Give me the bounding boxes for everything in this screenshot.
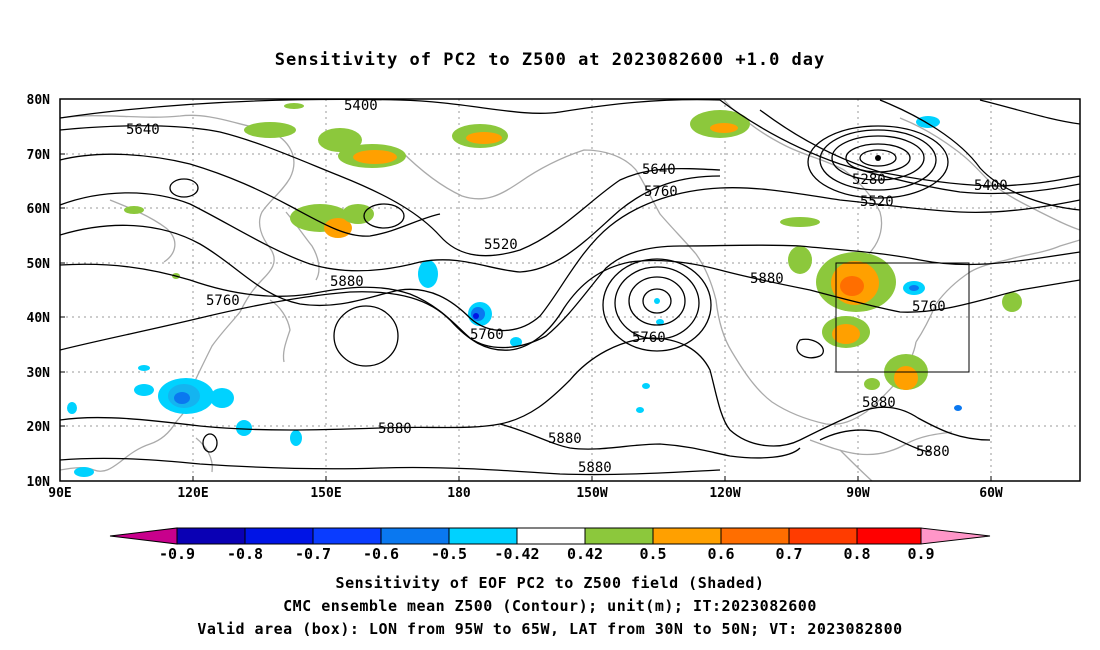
colorbar-label: -0.42 [494, 545, 539, 563]
lon-label: 120W [709, 486, 740, 501]
colorbar-segment [652, 527, 722, 545]
gridlines [60, 99, 1080, 481]
lon-label: 180 [447, 486, 471, 501]
contour-label: 5640 [126, 122, 160, 138]
caption-valid-area: Valid area (box): LON from 95W to 65W, L… [197, 620, 903, 638]
contour-label: 5400 [344, 98, 378, 114]
contour-label: 5760 [470, 327, 504, 343]
contour-label: 5880 [548, 431, 582, 447]
colorbar-label: 0.5 [639, 545, 666, 563]
contour-label: 5400 [974, 178, 1008, 194]
contour-label: 5880 [750, 271, 784, 287]
contour-label: 5880 [378, 421, 412, 437]
shaded-negative [67, 116, 962, 477]
contour-label: 5640 [642, 162, 676, 178]
lat-label: 80N [27, 93, 51, 108]
colorbar-segment [176, 527, 246, 545]
contour-label: 5760 [632, 330, 666, 346]
colorbar-segment [788, 527, 858, 545]
colorbar-segment [856, 527, 922, 545]
closed-contours [169, 125, 949, 453]
colorbar-right-triangle [920, 527, 991, 545]
contour-label: 5880 [916, 444, 950, 460]
colorbar-label: -0.9 [159, 545, 195, 563]
colorbar-left-triangle [109, 527, 178, 545]
contour-label: 5280 [852, 172, 886, 188]
colorbar-label: -0.7 [295, 545, 331, 563]
colorbar-segment [312, 527, 382, 545]
colorbar-label: 0.8 [843, 545, 870, 563]
high-center-marker [654, 298, 660, 304]
colorbar-label: 0.7 [775, 545, 802, 563]
lat-label: 30N [27, 366, 51, 381]
colorbar-segment [448, 527, 518, 545]
colorbar-segment [720, 527, 790, 545]
colorbar-segment [584, 527, 654, 545]
contour-label: 5520 [484, 237, 518, 253]
colorbar-segment [244, 527, 314, 545]
lat-label: 10N [27, 475, 51, 490]
longitude-labels: 90E 120E 150E 180 150W 120W 90W 60W [48, 486, 1003, 501]
lon-label: 60W [979, 486, 1003, 501]
contour-label: 5520 [860, 194, 894, 210]
lon-label: 90E [48, 486, 71, 501]
colorbar-segment [380, 527, 450, 545]
shaded-positive [124, 103, 1022, 390]
lon-label: 150E [310, 486, 341, 501]
colorbar-label: -0.5 [431, 545, 467, 563]
coastlines [60, 99, 1080, 481]
latitude-labels: 80N 70N 60N 50N 40N 30N 20N 10N [27, 93, 51, 490]
caption-contour: CMC ensemble mean Z500 (Contour); unit(m… [283, 597, 817, 615]
lat-label: 40N [27, 311, 51, 326]
colorbar-label: 0.42 [567, 545, 603, 563]
lat-label: 60N [27, 202, 51, 217]
map-frame [59, 98, 1081, 482]
lon-label: 90W [846, 486, 870, 501]
lat-label: 50N [27, 257, 51, 272]
contour-labels: 5400 5640 5280 5400 5520 5640 5760 5520 … [126, 98, 1008, 476]
lat-label: 20N [27, 420, 51, 435]
contour-label: 5760 [644, 184, 678, 200]
contour-label: 5760 [912, 299, 946, 315]
contour-label: 5760 [206, 293, 240, 309]
colorbar [109, 527, 991, 545]
colorbar-label: -0.6 [363, 545, 399, 563]
lon-label: 120E [177, 486, 208, 501]
colorbar-labels: -0.9 -0.8 -0.7 -0.6 -0.5 -0.42 0.42 0.5 … [159, 545, 935, 563]
colorbar-label: 0.9 [907, 545, 934, 563]
contour-label: 5880 [862, 395, 896, 411]
lon-label: 150W [576, 486, 607, 501]
valid-area-box [835, 262, 970, 373]
caption-shaded: Sensitivity of EOF PC2 to Z500 field (Sh… [335, 574, 765, 592]
colorbar-segment [516, 527, 586, 545]
contour-label: 5880 [330, 274, 364, 290]
contour-label: 5880 [578, 460, 612, 476]
colorbar-label: -0.8 [227, 545, 263, 563]
lat-label: 70N [27, 148, 51, 163]
tick-marks [59, 153, 992, 481]
chart-title: Sensitivity of PC2 to Z500 at 2023082600… [274, 50, 826, 70]
colorbar-label: 0.6 [707, 545, 734, 563]
low-center-marker [875, 155, 881, 161]
